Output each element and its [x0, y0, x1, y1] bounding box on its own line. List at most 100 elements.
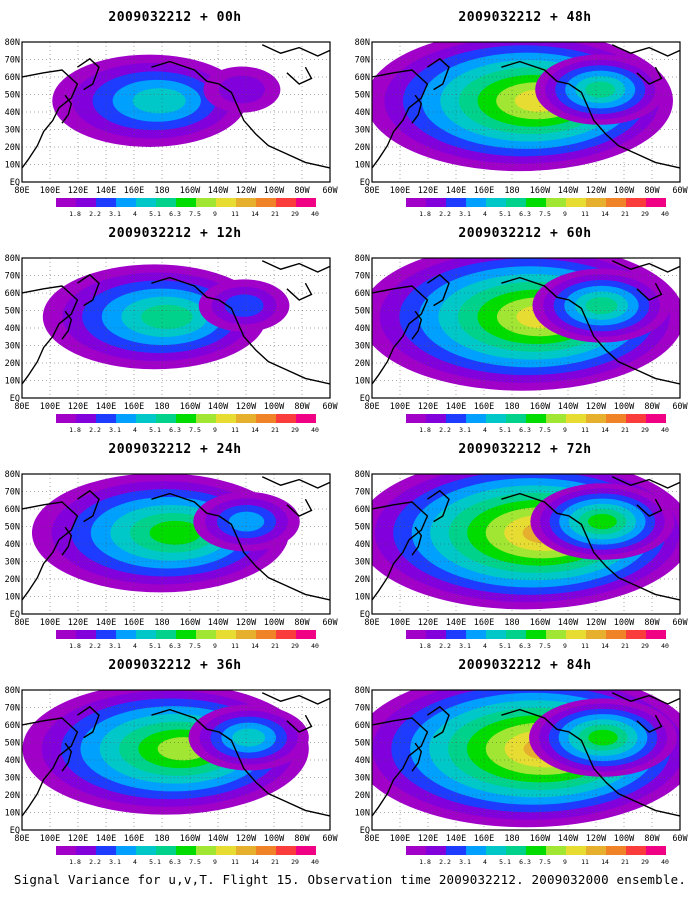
colorbar-label: 9 [213, 426, 217, 434]
colorbar-label: 29 [291, 642, 299, 650]
colorbar-swatch [216, 846, 236, 855]
lon-label: 140W [558, 186, 579, 196]
variance-field [22, 42, 330, 182]
lon-label: 80W [294, 186, 310, 196]
colorbar-label: 40 [311, 642, 319, 650]
colorbar-swatch [276, 414, 296, 423]
contour-level [232, 728, 266, 747]
lon-label: 160W [180, 186, 201, 196]
colorbar-swatch [96, 846, 116, 855]
colorbar-swatch [626, 630, 646, 639]
colorbar-label: 40 [661, 858, 669, 866]
figure-caption: Signal Variance for u,v,T. Flight 15. Ob… [13, 872, 687, 887]
lon-label: 160W [530, 402, 551, 412]
colorbar-label: 21 [621, 858, 629, 866]
colorbar-label: 1.8 [69, 426, 81, 434]
lon-label: 80E [14, 186, 29, 196]
colorbar-label: 3.1 [459, 426, 471, 434]
colorbar-swatch [486, 630, 506, 639]
coastline [22, 501, 79, 601]
colorbar-swatch [276, 846, 296, 855]
lat-label: 30N [5, 774, 20, 784]
lon-label: 80E [364, 834, 379, 844]
colorbar-swatch [646, 846, 666, 855]
colorbar-swatch [626, 846, 646, 855]
lat-label: 30N [355, 774, 370, 784]
lon-label: 80W [644, 834, 660, 844]
forecast-panel: 2009032212 + 00h 80N 70N 60N 50N 40N 30N 20N 10N… [0, 0, 350, 225]
colorbar-label: 29 [641, 426, 649, 434]
lon-label: 140E [446, 402, 466, 412]
lon-label: 140W [558, 402, 579, 412]
colorbar-label: 7.5 [539, 426, 551, 434]
colorbar-label: 2.2 [439, 210, 451, 218]
coastline [611, 260, 680, 273]
lat-label: 10N [355, 377, 370, 387]
variance-field [372, 42, 680, 182]
colorbar-swatch [546, 846, 566, 855]
coastline [411, 310, 423, 340]
colorbar-label: 2.2 [89, 210, 101, 218]
lat-label: 50N [5, 91, 20, 101]
colorbar-label: 6.3 [519, 426, 531, 434]
colorbar-swatch [486, 414, 506, 423]
lat-label: 10N [5, 161, 20, 171]
colorbar-swatch [486, 198, 506, 207]
colorbar-label: 5.1 [149, 210, 161, 218]
colorbar-swatch [196, 414, 216, 423]
contour-level [585, 81, 616, 98]
map-frame [21, 41, 331, 183]
lon-label: 80W [644, 402, 660, 412]
lon-label: 60W [322, 618, 338, 628]
colorbar-swatch [116, 846, 136, 855]
colorbar-label: 11 [581, 210, 589, 218]
colorbar-label: 14 [251, 426, 259, 434]
lon-label: 140W [208, 834, 229, 844]
colorbar-label: 1.8 [419, 858, 431, 866]
lon-label: 120W [236, 834, 257, 844]
lon-label: 160E [124, 618, 144, 628]
map-frame [21, 473, 331, 615]
lat-label: 30N [355, 126, 370, 136]
lat-label: 20N [5, 575, 20, 585]
coastline [611, 44, 680, 57]
lon-label: 60W [322, 186, 338, 196]
colorbar-label: 29 [291, 210, 299, 218]
colorbar-label: 5.1 [499, 858, 511, 866]
colorbar-label: 21 [621, 210, 629, 218]
coastline [411, 742, 423, 772]
lon-label: 100W [614, 834, 635, 844]
lat-label: 70N [355, 704, 370, 714]
colorbar-label: 29 [641, 858, 649, 866]
lon-label: 120W [236, 618, 257, 628]
colorbar-swatch [276, 630, 296, 639]
lon-label: 80W [644, 186, 660, 196]
colorbar-label: 5.1 [149, 426, 161, 434]
lat-label: 10N [355, 809, 370, 819]
lat-label: 10N [5, 593, 20, 603]
lat-label: EQ [360, 610, 370, 620]
lat-label: 20N [355, 575, 370, 585]
lat-label: 80N [355, 470, 370, 480]
colorbar-swatch [56, 198, 76, 207]
lon-label: 180 [154, 402, 169, 412]
colorbar-swatch [136, 846, 156, 855]
lat-label: 50N [355, 307, 370, 317]
lon-label: 120E [68, 402, 88, 412]
colorbar-swatch [546, 630, 566, 639]
lon-label: 100W [614, 618, 635, 628]
lon-label: 100E [390, 834, 410, 844]
colorbar-swatch [156, 414, 176, 423]
lat-label: 80N [5, 38, 20, 48]
colorbar-swatch [466, 414, 486, 423]
lat-label: 40N [5, 756, 20, 766]
variance-field [22, 474, 330, 614]
colorbar-swatch [136, 630, 156, 639]
lat-label: 80N [355, 686, 370, 696]
coastline [501, 60, 680, 169]
lat-label: 40N [5, 108, 20, 118]
lon-label: 160E [474, 402, 494, 412]
lon-label: 140W [208, 186, 229, 196]
coastline [411, 94, 423, 124]
